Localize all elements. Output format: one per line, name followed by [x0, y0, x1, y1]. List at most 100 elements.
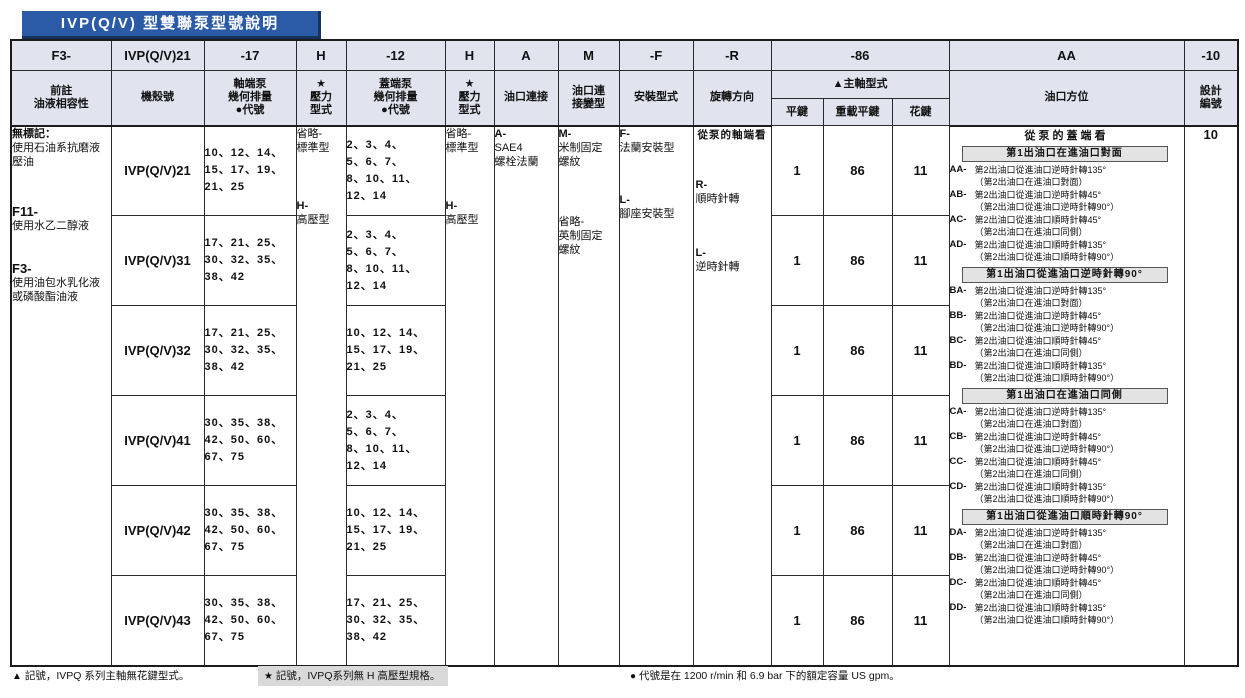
port-position-option-main: DD- 第2出油口從進油口順時針轉135° [950, 602, 1183, 615]
port-variant-imperial: 省略- 英制固定 螺紋 [559, 215, 618, 257]
port-position-option-main: AA- 第2出油口從進油口逆時針轉135° [950, 164, 1183, 177]
dot-marker-icon: ● [630, 671, 637, 682]
cover-displacement-cell: 17、21、25、 30、32、35、 38、42 [345, 575, 446, 666]
port-position-option-main: AB- 第2出油口從進油口逆時針轉45° [949, 188, 1183, 202]
flat-key-value: 1 [770, 575, 824, 666]
rotation-counterclockwise: L- 逆時針轉 [696, 246, 771, 274]
table-body: 無標記： 使用石油系抗磨液壓油 F11- 使用水乙二醇液 F3- 使用油包水乳化… [10, 125, 1239, 666]
cover-displacement-cell: 10、12、14、 15、17、19、 21、25 [345, 485, 446, 576]
pressure-type-cover-cell: 省略- 標準型 H- 高壓型 [444, 125, 495, 666]
spline-value: 11 [891, 305, 950, 396]
port-position-option-note: （第2出油口在進油口對面） [974, 540, 1088, 550]
pressure-option-standard: 省略- 標準型 [445, 127, 493, 155]
code-row: F3- IVP(Q/V)21 -17 H -12 H A M -F -R -86… [10, 39, 1239, 71]
label-row: 前註 油液相容性 機殼號 軸端泵 幾何排量 ●代號 ★ 壓力 型式 蓋端泵 幾何… [10, 70, 1239, 127]
label-fluid-compatibility: 前註 油液相容性 [10, 70, 112, 127]
port-connection-option: A- SAE4 螺栓法蘭 [494, 127, 557, 169]
mounting-desc: 腳座安裝型 [619, 207, 675, 220]
port-position-section-header: 第1出油口在進油口同側 [961, 387, 1168, 404]
mounting-desc: 法蘭安裝型 [619, 141, 675, 154]
port-position-option-main: CA- 第2出油口從進油口逆時針轉135° [949, 405, 1183, 419]
port-connection-code: A- [494, 127, 507, 140]
port-position-option-code: AB- [949, 188, 967, 200]
pressure-option-code: H- [296, 199, 309, 212]
code-pressure-shaft: H [295, 39, 347, 71]
spline-value: 11 [891, 485, 950, 576]
port-position-section: 第1出油口在進油口同側 CA- 第2出油口從進油口逆時針轉135° （第2出油口在進油… [949, 387, 1183, 506]
port-position-option: CB- 第2出油口從進油口逆時針轉45° （第2出油口從進油口逆時針轉90°） [950, 431, 1183, 456]
heavy-duty-key-value: 86 [822, 395, 893, 486]
port-connection-desc: SAE4 螺栓法蘭 [494, 141, 539, 168]
heavy-duty-key-value: 86 [822, 485, 893, 576]
code-port-position: AA [948, 39, 1185, 71]
flat-key-value: 1 [770, 305, 824, 396]
model-row-4: IVP(Q/V)41 30、35、38、 42、50、60、 67、75 2、3… [11, 395, 1238, 486]
port-position-option-main: CD- 第2出油口從進油口順時針轉135° [950, 481, 1183, 494]
pressure-option-code: H- [445, 199, 458, 212]
port-position-option-main: DA- 第2出油口從進油口逆時針轉135° [950, 527, 1183, 540]
port-connection-cell: A- SAE4 螺栓法蘭 [493, 125, 559, 666]
label-port-position: 油口方位 [948, 70, 1185, 127]
port-position-option: CA- 第2出油口從進油口逆時針轉135° （第2出油口在進油口對面） [949, 405, 1183, 431]
port-position-option: DC- 第2出油口從進油口順時針轉45° （第2出油口在進油口同側） [950, 577, 1183, 602]
model-row-2: IVP(Q/V)31 17、21、25、 30、32、35、 38、42 2、3… [11, 215, 1238, 306]
code-shaft-displacement: -17 [203, 39, 297, 71]
footnote-displacement-code: ● 代號是在 1200 r/min 和 6.9 bar 下的額定容量 US gp… [630, 668, 900, 683]
pressure-option-desc: 標準型 [445, 141, 479, 154]
rotation-cell: 從泵的軸端看 R- 順時針轉 L- 逆時針轉 [692, 125, 772, 666]
fluid-option-code: F11- [12, 203, 39, 219]
shaft-displacement-cell: 17、21、25、 30、32、35、 38、42 [203, 305, 297, 396]
model-code-table: F3- IVP(Q/V)21 -17 H -12 H A M -F -R -86… [10, 39, 1240, 667]
model-row-3: IVP(Q/V)32 17、21、25、 30、32、35、 38、42 10、… [11, 305, 1238, 396]
heavy-duty-key-value: 86 [822, 575, 893, 666]
label-design-number: 設計 編號 [1183, 70, 1239, 127]
port-position-option-main: DB- 第2出油口從進油口逆時針轉45° [950, 552, 1183, 565]
label-cover-displacement: 蓋端泵 幾何排量 ●代號 [345, 70, 446, 127]
port-position-section: 第1出油口從進油口逆時針轉90° BA- 第2出油口從進油口逆時針轉135° （第2出… [950, 266, 1183, 385]
model-cell: IVP(Q/V)41 [110, 395, 205, 486]
port-position-option-note: （第2出油口從進油口順時針轉90°） [974, 494, 1120, 504]
label-model: 機殼號 [110, 70, 205, 127]
model-cell: IVP(Q/V)31 [110, 215, 205, 306]
port-position-view-note: 從泵的蓋端看 [1024, 129, 1109, 142]
port-position-option: BC- 第2出油口從進油口順時針轉45° （第2出油口在進油口同側） [950, 335, 1183, 360]
flat-key-value: 1 [770, 215, 824, 306]
port-position-option-note: （第2出油口在進油口對面） [974, 177, 1088, 187]
shaft-displacement-cell: 30、35、38、 42、50、60、 67、75 [203, 575, 297, 666]
port-position-cell: 從泵的蓋端看 第1出油口在進油口對面 AA- 第2出油口從進油口逆時針轉135° （第… [948, 125, 1185, 666]
pressure-option-code: 省略- [445, 127, 472, 140]
port-position-option: BB- 第2出油口從進油口逆時針轉45° （第2出油口從進油口逆時針轉90°） [950, 310, 1183, 335]
port-position-option-text: 第2出油口從進油口順時針轉135° [974, 481, 1107, 492]
port-position-option-code: CA- [949, 405, 967, 417]
port-variant-code: M- [558, 127, 572, 140]
shaft-displacement-cell: 30、35、38、 42、50、60、 67、75 [203, 395, 297, 486]
table-header: F3- IVP(Q/V)21 -17 H -12 H A M -F -R -86… [10, 39, 1239, 127]
code-pressure-cover: H [444, 39, 495, 71]
pressure-option-standard: 省略- 標準型 [297, 127, 345, 155]
port-position-option-text: 第2出油口從進油口逆時針轉45° [974, 310, 1102, 321]
port-position-option-text: 第2出油口從進油口順時針轉135° [974, 360, 1107, 371]
port-position-option-text: 第2出油口從進油口順時針轉45° [974, 456, 1102, 467]
port-position-option: DD- 第2出油口從進油口順時針轉135° （第2出油口從進油口順時針轉90°） [950, 602, 1183, 627]
port-position-option-main: AD- 第2出油口從進油口順時針轉135° [950, 239, 1183, 252]
port-position-option-text: 第2出油口從進油口逆時針轉135° [974, 285, 1107, 296]
port-position-option-text: 第2出油口從進油口順時針轉135° [974, 602, 1107, 613]
mounting-code: F- [619, 127, 630, 140]
port-position-option: AB- 第2出油口從進油口逆時針轉45° （第2出油口從進油口逆時針轉90°） [949, 188, 1183, 214]
mounting-flange: F- 法蘭安裝型 [619, 127, 692, 155]
fluid-option-code: 無標記： [12, 127, 56, 140]
port-position-option-main: AC- 第2出油口從進油口順時針轉45° [950, 214, 1183, 227]
port-position-option-note: （第2出油口在進油口同側） [974, 469, 1088, 479]
rotation-code: L- [695, 246, 706, 259]
port-variant-cell: M- 米制固定 螺紋 省略- 英制固定 螺紋 [557, 125, 620, 666]
port-position-option-main: BD- 第2出油口從進油口順時針轉135° [950, 360, 1183, 373]
model-cell: IVP(Q/V)42 [110, 485, 205, 576]
design-number-cell: 10 [1183, 125, 1239, 666]
port-position-option-main: CB- 第2出油口從進油口逆時針轉45° [950, 431, 1183, 444]
rotation-code: R- [695, 178, 708, 191]
heavy-duty-key-value: 86 [822, 215, 893, 306]
shaft-type-sub-labels: 平鍵 重載平鍵 花鍵 [11, 98, 1238, 126]
port-position-option-main: DC- 第2出油口從進油口順時針轉45° [950, 577, 1183, 590]
code-shaft-type: -86 [770, 39, 950, 71]
